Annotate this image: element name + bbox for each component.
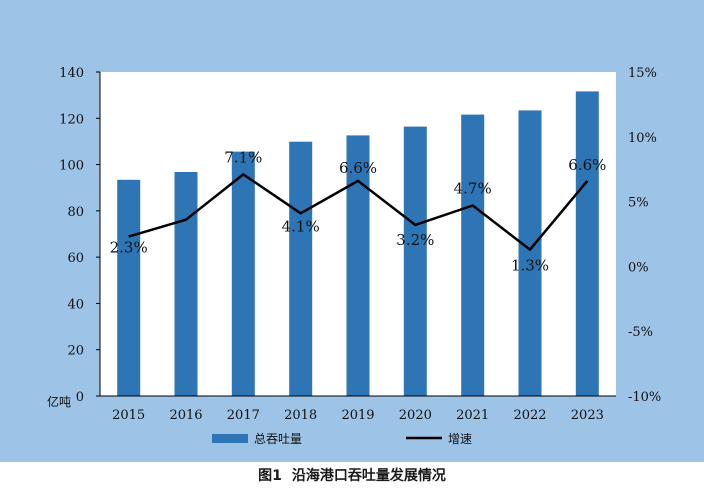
right-tick-label: -5% [628,325,653,340]
x-tick-label: 2020 [399,408,432,423]
x-tick-label: 2016 [169,408,202,423]
growth-data-label: 4.1% [282,217,320,235]
legend-bar-swatch [212,434,248,443]
legend: 总吞吐量 增速 [212,432,472,446]
x-tick-label: 2019 [341,408,374,423]
left-tick-label: 0 [76,390,84,405]
x-tick-label: 2021 [456,408,489,423]
bar-2016 [174,172,198,396]
left-tick-label: 120 [59,112,84,127]
legend-line-label: 增速 [448,432,472,446]
legend-bar-label: 总吞吐量 [254,432,302,446]
growth-data-label: 6.6% [339,159,377,177]
right-tick-label: -10% [628,390,661,405]
bar-2018 [289,141,313,396]
right-tick-label: 10% [628,131,657,146]
left-tick-label: 40 [67,297,84,312]
line-series [128,173,589,251]
data-labels: 2.3% 7.1% 4.1% 6.6% 3.2% 4.7% 1.3% 6.6% [110,148,607,274]
chart: 0 20 40 60 80 100 120 140 -10% -5% 0% 5% 10% 15% 亿吨 201… [0,0,704,462]
left-tick-label: 80 [67,205,84,220]
left-axis-unit-label: 亿吨 [47,394,71,409]
bar-2015 [117,179,141,396]
right-tick-label: 15% [628,66,657,81]
x-tick-label: 2023 [571,408,604,423]
x-tick-label: 2022 [513,408,546,423]
growth-data-label: 7.1% [224,148,262,166]
growth-line [128,173,589,251]
left-tick-label: 60 [67,251,84,266]
bar-2017 [231,151,255,396]
left-tick-label: 100 [59,159,84,174]
axes: 0 20 40 60 80 100 120 140 -10% -5% 0% 5% 10% 15% 亿吨 201… [47,66,661,423]
caption-text: 沿海港口吞吐量发展情况 [291,468,446,484]
x-tick-label: 2017 [227,408,260,423]
caption-number: 图1 [258,468,282,484]
figure-caption: 图1 沿海港口吞吐量发展情况 [0,463,704,489]
left-tick-label: 20 [67,344,84,359]
bar-2020 [403,126,427,396]
bar-2023 [575,91,599,397]
growth-data-label: 6.6% [568,156,606,174]
growth-data-label: 3.2% [396,231,434,249]
growth-data-label: 4.7% [454,180,492,198]
x-tick-label: 2015 [112,408,145,423]
left-tick-label: 140 [59,66,84,81]
bar-2021 [461,114,485,396]
right-tick-label: 0% [628,260,649,275]
growth-data-label: 1.3% [511,257,549,275]
right-tick-label: 5% [628,196,649,211]
bar-series [117,91,599,397]
bar-2019 [346,135,370,396]
bar-2022 [518,110,542,397]
x-tick-label: 2018 [284,408,317,423]
growth-data-label: 2.3% [110,239,148,257]
